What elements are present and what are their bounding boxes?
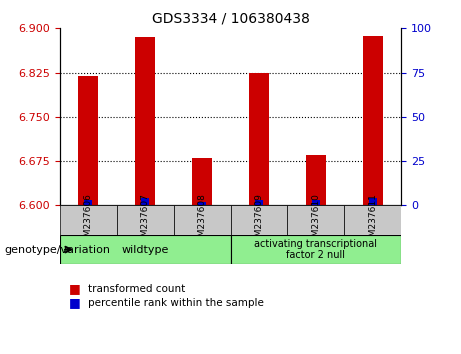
Text: genotype/variation: genotype/variation bbox=[5, 245, 111, 255]
Bar bbox=[135, 37, 155, 205]
Bar bbox=[141, 198, 149, 205]
Text: GSM237608: GSM237608 bbox=[198, 193, 207, 248]
FancyBboxPatch shape bbox=[230, 235, 401, 264]
Text: GSM237607: GSM237607 bbox=[141, 193, 150, 248]
Title: GDS3334 / 106380438: GDS3334 / 106380438 bbox=[152, 12, 309, 26]
FancyBboxPatch shape bbox=[344, 205, 401, 235]
Bar bbox=[78, 75, 98, 205]
Bar bbox=[249, 73, 269, 205]
FancyBboxPatch shape bbox=[60, 205, 117, 235]
FancyBboxPatch shape bbox=[117, 205, 174, 235]
Text: GSM237609: GSM237609 bbox=[254, 193, 263, 248]
Bar bbox=[255, 200, 263, 205]
Bar bbox=[306, 155, 326, 205]
Text: ■: ■ bbox=[69, 282, 81, 295]
FancyBboxPatch shape bbox=[60, 235, 230, 264]
Text: GSM237611: GSM237611 bbox=[368, 193, 377, 248]
Bar bbox=[369, 198, 377, 205]
Bar bbox=[192, 158, 212, 205]
Text: activating transcriptional
factor 2 null: activating transcriptional factor 2 null bbox=[254, 239, 377, 261]
Bar bbox=[84, 200, 92, 205]
FancyBboxPatch shape bbox=[174, 205, 230, 235]
Text: GSM237606: GSM237606 bbox=[84, 193, 93, 248]
FancyBboxPatch shape bbox=[230, 205, 287, 235]
Bar bbox=[198, 202, 206, 205]
Text: transformed count: transformed count bbox=[88, 284, 185, 293]
Text: ■: ■ bbox=[69, 296, 81, 309]
Bar bbox=[363, 36, 383, 205]
Text: wildtype: wildtype bbox=[122, 245, 169, 255]
FancyBboxPatch shape bbox=[287, 205, 344, 235]
Bar bbox=[312, 200, 320, 205]
Text: percentile rank within the sample: percentile rank within the sample bbox=[88, 298, 264, 308]
Text: GSM237610: GSM237610 bbox=[311, 193, 320, 248]
